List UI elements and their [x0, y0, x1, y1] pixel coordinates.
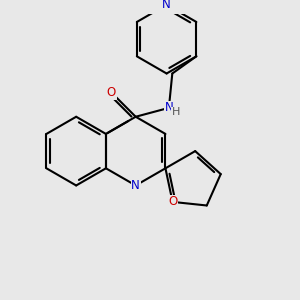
Text: O: O	[107, 86, 116, 99]
Text: H: H	[172, 107, 180, 117]
Text: N: N	[162, 0, 171, 11]
Text: O: O	[168, 195, 177, 208]
Text: N: N	[131, 179, 140, 192]
Text: N: N	[164, 101, 173, 114]
